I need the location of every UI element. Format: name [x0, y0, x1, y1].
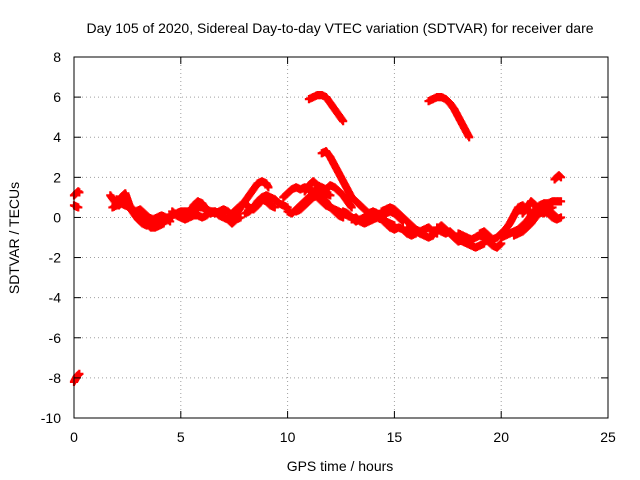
- x-tick-label: 10: [280, 429, 296, 445]
- grid: [74, 57, 608, 418]
- series-arc-03: [69, 201, 83, 212]
- series-arc-30: [550, 171, 566, 184]
- data-point-marker: [556, 173, 566, 182]
- series-arc-16: [300, 177, 356, 212]
- series-arc-23: [424, 93, 474, 142]
- y-tick-label: -2: [49, 250, 62, 266]
- data-point-marker: [556, 197, 566, 206]
- y-tick-label: 4: [53, 129, 61, 145]
- series-arc-09: [176, 207, 245, 228]
- y-tick-label: 8: [53, 49, 61, 65]
- x-tick-label: 0: [70, 429, 78, 445]
- y-tick-label: 2: [53, 169, 61, 185]
- y-tick-label: -4: [49, 290, 62, 306]
- series-arc-24: [433, 223, 489, 252]
- data-point-marker: [264, 183, 273, 192]
- data-point-marker: [75, 369, 84, 378]
- series-arc-06: [112, 195, 160, 230]
- x-axis-label: GPS time / hours: [287, 458, 394, 474]
- data-point-marker: [339, 117, 348, 126]
- data-point-marker: [74, 203, 83, 212]
- series-arc-29: [518, 197, 557, 218]
- y-tick-label: 0: [53, 209, 61, 225]
- data-point-marker: [548, 203, 557, 212]
- data-point-marker: [556, 213, 566, 222]
- x-tick-label: 5: [177, 429, 185, 445]
- x-tick-label: 15: [387, 429, 403, 445]
- data-point-marker: [465, 133, 474, 142]
- series-arc-15: [292, 191, 348, 222]
- y-axis-label: SDTVAR / TECUs: [6, 182, 22, 294]
- y-tick-label: -6: [49, 330, 62, 346]
- data-point-marker: [236, 213, 245, 222]
- series-arc-17: [304, 91, 348, 126]
- axis-ticks: 0 5 10 15 20 25 -10 -8 -6 -4 -2 0 2 4 6 8: [41, 49, 616, 445]
- data-point-marker: [326, 191, 335, 200]
- y-tick-label: 6: [53, 89, 61, 105]
- series-arc-02: [69, 187, 84, 200]
- x-tick-label: 20: [493, 429, 509, 445]
- data-point-marker: [270, 203, 279, 212]
- plot-frame: [73, 56, 609, 419]
- data-point-marker: [347, 203, 356, 212]
- data-series: [69, 91, 566, 386]
- chart-title: Day 105 of 2020, Sidereal Day-to-day VTE…: [86, 20, 593, 36]
- data-point-marker: [75, 188, 84, 197]
- x-tick-label: 25: [600, 429, 616, 445]
- y-tick-label: -8: [49, 370, 62, 386]
- y-tick-label: -10: [41, 410, 61, 426]
- series-arc-25: [454, 229, 506, 252]
